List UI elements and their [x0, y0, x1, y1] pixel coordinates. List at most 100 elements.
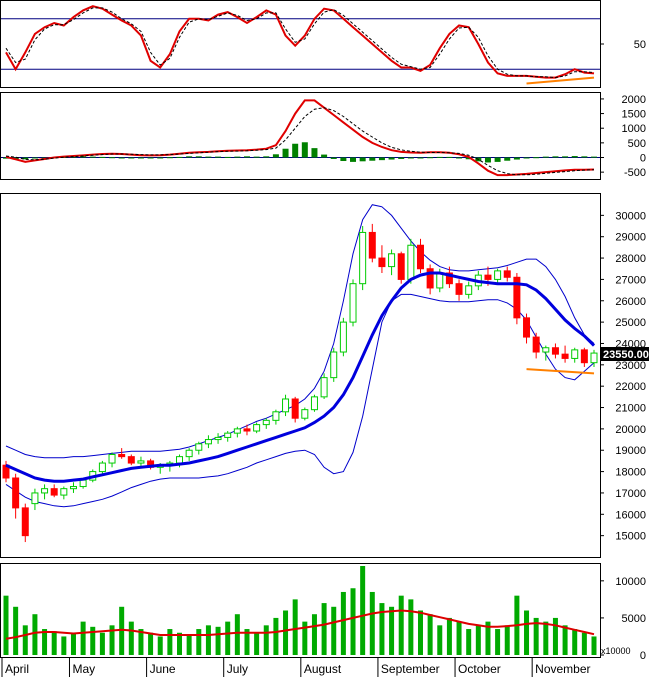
candle-body [388, 253, 396, 268]
volume-bar [417, 610, 423, 655]
macd-histogram-bar [137, 157, 144, 159]
volume-bar [504, 625, 510, 655]
volume-bar [177, 632, 183, 655]
price-tick-label: 27000 [615, 274, 646, 286]
macd-histogram-bar [533, 157, 540, 159]
price-tick-label: 29000 [615, 232, 646, 244]
price-tick-label: 20000 [615, 424, 646, 436]
candle-body [320, 377, 328, 398]
macd-histogram-bar [186, 156, 193, 158]
candle-body [503, 270, 511, 278]
volume-bar [475, 625, 481, 655]
candle-body [349, 283, 357, 323]
volume-bar [331, 606, 337, 655]
price-tick-label: 15000 [615, 531, 646, 543]
volume-bar [263, 625, 269, 655]
macd-tick-label: 1000 [622, 123, 646, 135]
price-tick-label: 18000 [615, 467, 646, 479]
volume-bar [495, 629, 501, 655]
volume-bar [61, 636, 67, 655]
volume-bar [157, 636, 163, 655]
macd-histogram-bar [591, 156, 597, 158]
volume-tick-label: 10000 [615, 576, 646, 588]
volume-bar [524, 610, 530, 655]
macd-tick-label: 1500 [622, 109, 646, 121]
month-label: April [5, 662, 29, 676]
candle-body [445, 272, 453, 285]
macd-histogram-bar [407, 157, 414, 159]
volume-bar [581, 632, 587, 655]
candle-body [282, 398, 290, 413]
last-price-tag: 23550.00 [601, 347, 649, 361]
macd-histogram-bar [272, 154, 279, 158]
candle-body [513, 276, 521, 319]
volume-bar [302, 621, 308, 655]
macd-histogram-bar [176, 156, 183, 158]
macd-histogram-bar [118, 157, 125, 159]
candle-body [98, 462, 106, 473]
macd-histogram-bar [224, 156, 231, 158]
volume-bar [51, 631, 57, 655]
volume-bar [90, 626, 96, 655]
stochastic-series [5, 5, 595, 79]
macd-histogram-bar [157, 157, 164, 159]
macd-histogram-bar [311, 148, 318, 158]
macd-histogram-bar [292, 143, 299, 158]
candle-body [465, 285, 473, 295]
volume-bar [360, 566, 366, 655]
volume-bar [138, 629, 144, 655]
candle-body [542, 347, 550, 353]
candle-body [108, 454, 116, 464]
volume-bar [42, 629, 48, 655]
macd-histogram-bar [484, 157, 491, 163]
stochastic-tick-label: 50 [634, 39, 646, 51]
candle-body [484, 274, 492, 280]
stochastic-divergence-line [526, 76, 595, 85]
macd-tick-label: 0 [640, 153, 646, 165]
month-label: October [458, 662, 501, 676]
candle-body [561, 353, 569, 359]
macd-histogram-bar [369, 157, 376, 161]
volume-bar [119, 606, 125, 655]
volume-bar [340, 591, 346, 655]
volume-bar [167, 629, 173, 655]
candle-body [590, 352, 598, 364]
macd-histogram-bar [282, 148, 289, 158]
macd-histogram-bar [378, 157, 385, 161]
macd-histogram-bar [571, 156, 578, 158]
price-tick-label: 26000 [615, 296, 646, 308]
price-tick-label: 16000 [615, 509, 646, 521]
candle-body [50, 488, 58, 496]
bollinger-upper-line [5, 204, 595, 459]
price-tick-label: 25000 [615, 317, 646, 329]
macd-signal-line [5, 107, 595, 176]
macd-histogram-bar [70, 156, 77, 158]
volume-bar [254, 632, 260, 655]
volume-bar [109, 625, 115, 655]
macd-histogram-bar [581, 156, 588, 158]
candle-body [330, 351, 338, 379]
volume-bar [379, 603, 385, 655]
volume-bar [552, 617, 558, 655]
volume-bar [427, 614, 433, 655]
candle-body [118, 454, 126, 458]
macd-histogram-bar [504, 157, 511, 161]
month-label: May [72, 662, 95, 676]
macd-histogram-bar [99, 156, 106, 158]
panel-frames [0, 0, 601, 658]
macd-histogram-bar [301, 142, 308, 158]
stochastic-divergence-annotation [526, 76, 595, 85]
month-label: November [535, 662, 590, 676]
price-tick-label: 21000 [615, 403, 646, 415]
macd-histogram-bar [542, 156, 549, 158]
stochastic-reference-lines [1, 18, 600, 70]
volume-bar [543, 621, 549, 655]
support-line [526, 368, 595, 375]
candle-body [455, 283, 463, 295]
candle-body [532, 336, 540, 353]
macd-histogram-bar [427, 157, 434, 159]
candle-body [12, 477, 20, 509]
macd-histogram [1, 142, 600, 163]
price-tick-label: 19000 [615, 445, 646, 457]
candle-body [378, 257, 386, 268]
